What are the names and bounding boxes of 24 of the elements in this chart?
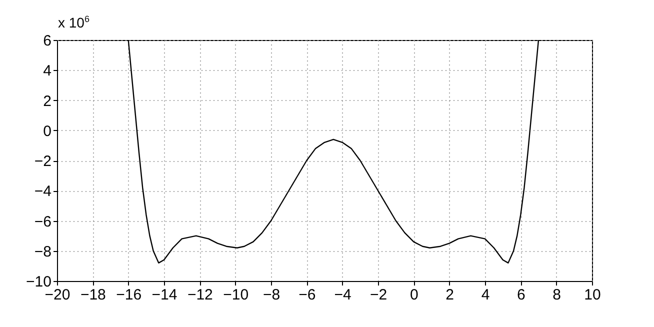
x-tick-label: −12 xyxy=(187,286,213,304)
y-tick-label: 6 xyxy=(43,32,52,50)
y-tick-label: 4 xyxy=(43,62,52,80)
x-tick-label: −4 xyxy=(334,286,352,304)
x-tick-label: 2 xyxy=(446,286,454,304)
x-tick-label: −8 xyxy=(262,286,280,304)
x-tick-label: 4 xyxy=(481,286,490,304)
x-tick-label: −6 xyxy=(298,286,316,304)
y-tick-label: −6 xyxy=(34,213,52,230)
x-tick-label: −18 xyxy=(80,286,106,304)
x-tick-label: −14 xyxy=(152,286,178,304)
y-tick-label: −4 xyxy=(34,183,52,200)
x-tick-label: −16 xyxy=(116,286,142,304)
x-tick-label: 6 xyxy=(516,286,526,304)
text: x 10$^{6}$ xyxy=(58,14,90,31)
y-tick-label: 2 xyxy=(43,92,52,110)
y-tick-label: −2 xyxy=(34,153,52,170)
x-tick-label: 0 xyxy=(410,286,418,304)
x-tick-label: 10 xyxy=(584,286,601,304)
x-tick-label: 8 xyxy=(552,286,562,304)
y-tick-label: −8 xyxy=(34,243,52,260)
x-tick-label: −10 xyxy=(223,286,249,304)
x-tick-label: −2 xyxy=(370,286,388,304)
y-tick-label: 0 xyxy=(43,122,52,140)
